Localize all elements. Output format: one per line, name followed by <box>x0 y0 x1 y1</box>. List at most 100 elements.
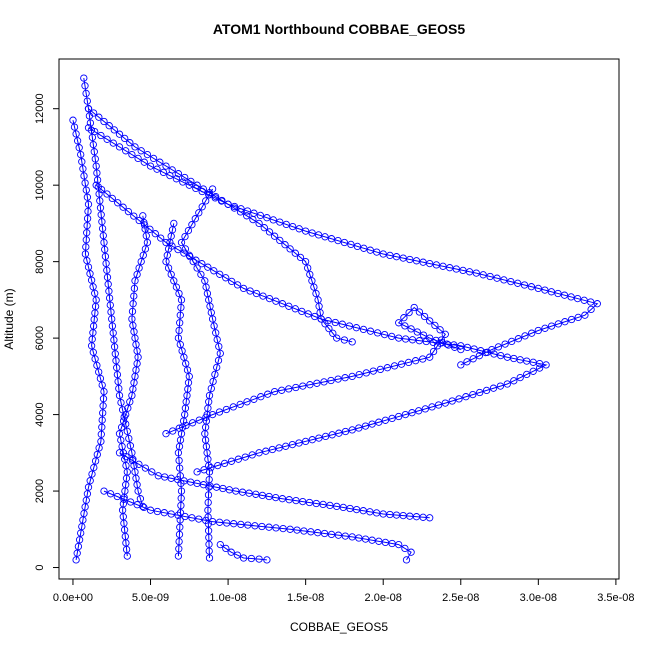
data-point <box>401 335 410 343</box>
data-point <box>258 491 267 500</box>
data-point <box>73 549 81 557</box>
data-point <box>140 503 148 512</box>
data-point <box>195 515 203 523</box>
data-point <box>103 135 111 143</box>
data-point <box>181 512 189 521</box>
data-point <box>255 555 263 563</box>
data-point <box>547 288 556 296</box>
data-point <box>257 393 265 401</box>
data-point <box>216 270 224 278</box>
data-point <box>182 359 190 368</box>
data-point <box>134 154 142 163</box>
data-point <box>496 382 505 390</box>
data-point <box>204 263 212 271</box>
data-point <box>75 536 84 544</box>
data-point <box>413 328 421 336</box>
data-point <box>315 434 323 442</box>
data-point <box>95 113 103 121</box>
data-point <box>497 351 505 360</box>
data-point <box>368 420 376 428</box>
data-point <box>223 519 231 527</box>
data-point <box>164 264 173 272</box>
data-point <box>208 315 217 323</box>
data-point <box>333 334 341 342</box>
data-point <box>320 378 328 386</box>
data-point <box>89 140 97 149</box>
data-point <box>227 457 236 465</box>
data-point <box>362 369 370 377</box>
x-tick-label: 2.5e-08 <box>442 592 479 604</box>
data-point <box>373 329 382 337</box>
data-point <box>286 525 294 533</box>
data-point <box>115 449 124 457</box>
data-point <box>193 468 201 476</box>
data-point <box>256 211 265 220</box>
x-axis: 0.0e+00 5.0e-09 1.0e-08 1.5e-08 2.0e-08 2.5e-… <box>53 578 635 604</box>
data-point <box>193 181 201 189</box>
data-point <box>135 216 143 225</box>
data-point <box>86 270 94 278</box>
data-point <box>195 209 203 217</box>
data-series <box>162 219 193 560</box>
data-point <box>185 251 193 259</box>
data-point <box>181 173 189 182</box>
data-point <box>419 331 428 339</box>
data-point <box>135 460 143 468</box>
data-point <box>535 364 544 372</box>
y-tick-label: 4000 <box>34 402 46 426</box>
data-point <box>98 218 106 226</box>
data-point <box>366 508 374 516</box>
data-point <box>86 477 94 485</box>
series-line <box>72 120 105 560</box>
data-point <box>230 520 238 528</box>
data-point <box>177 501 185 510</box>
data-point <box>245 489 253 497</box>
data-point <box>162 430 170 438</box>
data-point <box>288 440 297 449</box>
data-series <box>80 74 147 511</box>
data-point <box>300 527 308 535</box>
data-point <box>379 250 387 258</box>
data-point <box>98 381 106 389</box>
series-line <box>119 452 430 519</box>
data-point <box>120 495 128 503</box>
data-point <box>432 261 441 269</box>
data-point <box>97 131 105 140</box>
data-point <box>281 241 289 249</box>
data-point <box>125 434 133 443</box>
data-point <box>130 292 138 300</box>
series-line <box>103 490 412 561</box>
data-point <box>296 253 305 262</box>
data-point <box>130 212 138 220</box>
data-point <box>404 358 413 367</box>
data-point <box>493 274 501 282</box>
data-point <box>96 197 104 205</box>
data-point <box>395 334 403 342</box>
data-point <box>295 439 303 447</box>
x-tick-label: 1.5e-08 <box>287 592 324 604</box>
data-point <box>282 220 290 229</box>
data-point <box>209 377 217 386</box>
data-point <box>593 300 601 308</box>
data-point <box>352 324 361 332</box>
data-point <box>501 340 509 348</box>
data-point <box>170 277 178 285</box>
data-point <box>172 175 181 183</box>
data-point <box>270 232 279 240</box>
data-point <box>184 226 193 235</box>
data-point <box>483 348 492 356</box>
data-point <box>306 270 314 279</box>
data-point <box>486 272 494 281</box>
data-point <box>137 257 145 266</box>
data-point <box>299 382 307 390</box>
data-point <box>124 207 133 216</box>
data-point <box>246 287 254 295</box>
data-point <box>366 246 374 254</box>
data-point <box>520 281 529 289</box>
data-point <box>441 399 449 407</box>
data-point <box>251 522 259 530</box>
data-point <box>98 416 106 424</box>
data-point <box>415 308 424 316</box>
data-point <box>105 122 113 130</box>
data-point <box>472 269 480 277</box>
